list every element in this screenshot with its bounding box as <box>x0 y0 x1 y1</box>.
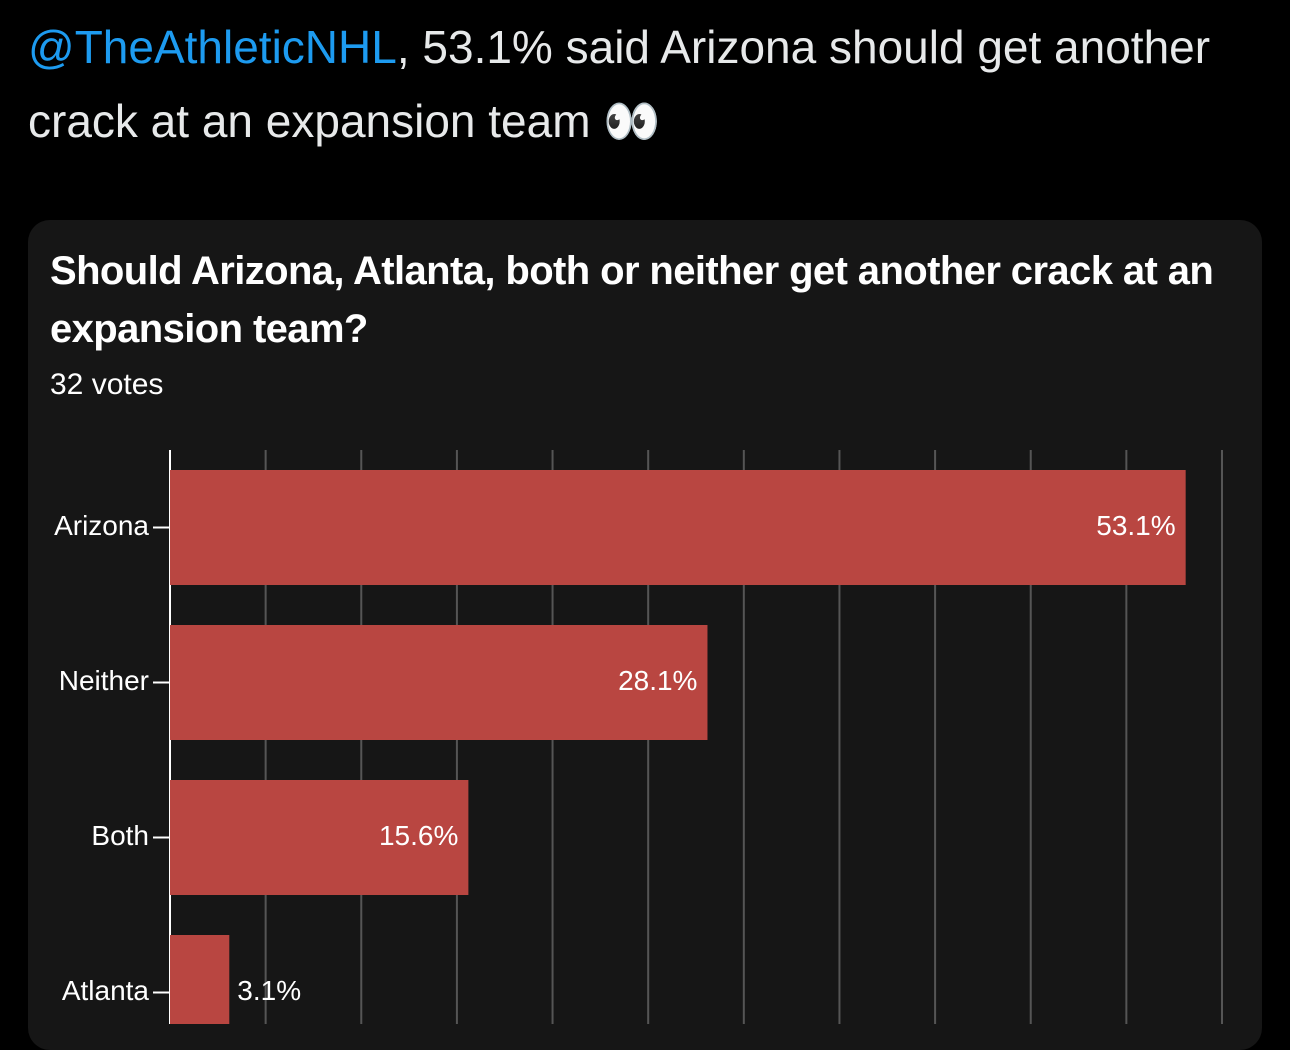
y-tick-label: Arizona <box>54 510 149 541</box>
y-tick-label: Both <box>91 820 149 851</box>
tweet-body: , 53.1% said Arizona should get another … <box>28 21 1211 147</box>
value-label: 28.1% <box>618 665 697 696</box>
bar <box>170 935 230 1024</box>
y-tick-label: Neither <box>59 665 149 696</box>
bar <box>170 470 1186 585</box>
bar <box>170 780 469 895</box>
tweet-text: @TheAthleticNHL, 53.1% said Arizona shou… <box>28 10 1248 158</box>
bar <box>170 625 708 740</box>
value-label: 3.1% <box>237 975 301 1006</box>
chart-title: Should Arizona, Atlanta, both or neither… <box>50 249 1214 351</box>
value-label: 15.6% <box>379 820 458 851</box>
chart-subtitle: 32 votes <box>50 368 164 401</box>
page: @TheAthleticNHL, 53.1% said Arizona shou… <box>28 10 1262 1050</box>
mention[interactable]: @TheAthleticNHL <box>28 21 397 73</box>
y-tick-label: Atlanta <box>62 975 150 1006</box>
value-label: 53.1% <box>1096 510 1175 541</box>
chart: 53.1% Arizona 28.1% Neither 15.6% Both 3.1% Atl… <box>54 450 1223 1024</box>
